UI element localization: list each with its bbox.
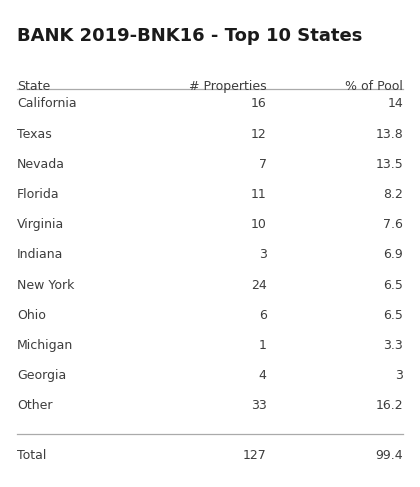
Text: 10: 10 [251, 218, 267, 231]
Text: Total: Total [17, 449, 46, 462]
Text: Texas: Texas [17, 128, 52, 141]
Text: 24: 24 [251, 279, 267, 292]
Text: # Properties: # Properties [189, 80, 267, 94]
Text: 6.5: 6.5 [383, 279, 403, 292]
Text: 33: 33 [251, 399, 267, 412]
Text: 8.2: 8.2 [383, 188, 403, 201]
Text: % of Pool: % of Pool [345, 80, 403, 94]
Text: 6.5: 6.5 [383, 309, 403, 322]
Text: California: California [17, 97, 76, 111]
Text: Michigan: Michigan [17, 339, 73, 352]
Text: New York: New York [17, 279, 74, 292]
Text: Virginia: Virginia [17, 218, 64, 231]
Text: 6.9: 6.9 [383, 248, 403, 262]
Text: 4: 4 [259, 369, 267, 382]
Text: 3: 3 [395, 369, 403, 382]
Text: 127: 127 [243, 449, 267, 462]
Text: 16: 16 [251, 97, 267, 111]
Text: 99.4: 99.4 [375, 449, 403, 462]
Text: Nevada: Nevada [17, 158, 65, 171]
Text: 13.8: 13.8 [375, 128, 403, 141]
Text: 1: 1 [259, 339, 267, 352]
Text: Other: Other [17, 399, 52, 412]
Text: 7: 7 [259, 158, 267, 171]
Text: 7.6: 7.6 [383, 218, 403, 231]
Text: 13.5: 13.5 [375, 158, 403, 171]
Text: Florida: Florida [17, 188, 59, 201]
Text: 11: 11 [251, 188, 267, 201]
Text: 6: 6 [259, 309, 267, 322]
Text: 14: 14 [388, 97, 403, 111]
Text: State: State [17, 80, 50, 94]
Text: Indiana: Indiana [17, 248, 63, 262]
Text: BANK 2019-BNK16 - Top 10 States: BANK 2019-BNK16 - Top 10 States [17, 27, 362, 45]
Text: Georgia: Georgia [17, 369, 66, 382]
Text: Ohio: Ohio [17, 309, 46, 322]
Text: 12: 12 [251, 128, 267, 141]
Text: 16.2: 16.2 [375, 399, 403, 412]
Text: 3: 3 [259, 248, 267, 262]
Text: 3.3: 3.3 [383, 339, 403, 352]
